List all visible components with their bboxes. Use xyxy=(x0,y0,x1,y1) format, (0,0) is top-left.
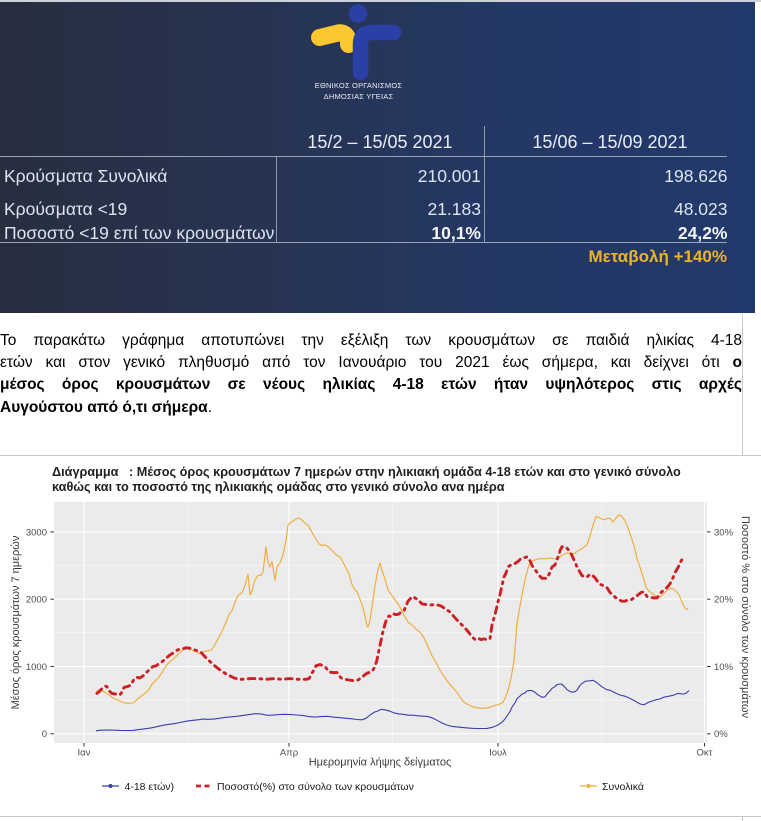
svg-text:Ιουλ: Ιουλ xyxy=(489,748,507,759)
svg-text:3000: 3000 xyxy=(26,527,47,538)
svg-text:Ποσοστό % στο σύνολο των κρουσ: Ποσοστό % στο σύνολο των κρουσμάτων xyxy=(739,516,751,718)
svg-text:Διάγραμμα : Μέσος όρος κρουσ: Διάγραμμα : Μέσος όρος κρουσμάτων 7 ημερ… xyxy=(52,465,681,479)
svg-text:4-18 ετών): 4-18 ετών) xyxy=(125,781,175,793)
svg-text:Απρ: Απρ xyxy=(280,748,299,759)
svg-text:Οκτ: Οκτ xyxy=(697,748,713,759)
svg-text:2000: 2000 xyxy=(26,595,47,606)
svg-text:0%: 0% xyxy=(714,729,728,740)
svg-text:30%: 30% xyxy=(714,527,734,538)
svg-text:10%: 10% xyxy=(714,662,734,673)
svg-text:Ημερομηνία λήψης δείγματος: Ημερομηνία λήψης δείγματος xyxy=(309,757,452,769)
svg-text:καθώς και το ποσοστό της ηλικι: καθώς και το ποσοστό της ηλικιακής ομάδα… xyxy=(52,480,505,494)
svg-text:Μέσος όρος κρουσμάτων 7 ημερών: Μέσος όρος κρουσμάτων 7 ημερών xyxy=(10,535,22,709)
svg-text:Ιαν: Ιαν xyxy=(78,748,91,759)
svg-text:1000: 1000 xyxy=(26,662,47,673)
svg-text:20%: 20% xyxy=(714,595,734,606)
svg-text:Ποσοστό(%) στο σύνολο των κρου: Ποσοστό(%) στο σύνολο των κρουσμάτων xyxy=(217,781,414,793)
svg-text:0: 0 xyxy=(42,729,47,740)
svg-text:Συνολικά: Συνολικά xyxy=(602,781,644,793)
